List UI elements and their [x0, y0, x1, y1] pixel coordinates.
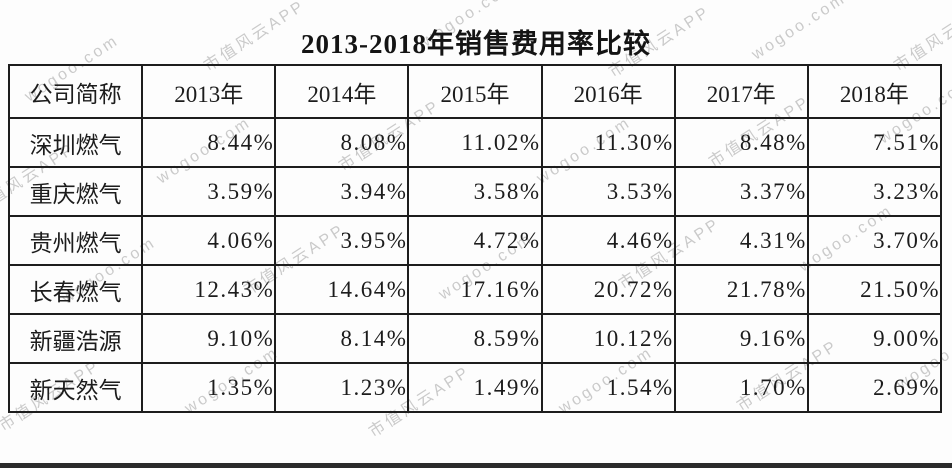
page-title: 2013-2018年销售费用率比较: [301, 29, 651, 59]
value-cell: 3.59%: [141, 166, 277, 217]
value-cell: 3.37%: [673, 166, 809, 217]
column-header-2018: 2018年: [806, 64, 943, 119]
value-cell: 8.14%: [274, 313, 410, 364]
value-cell: 2.69%: [806, 362, 943, 413]
column-header-2015: 2015年: [407, 64, 543, 119]
header-row: 公司简称 2013年 2014年 2015年 2016年 2017年 2018年: [7, 64, 943, 119]
value-cell: 3.70%: [806, 215, 943, 266]
value-cell: 4.46%: [540, 215, 676, 266]
value-cell: 3.94%: [274, 166, 410, 217]
value-cell: 3.58%: [407, 166, 543, 217]
column-header-2016: 2016年: [540, 64, 676, 119]
value-cell: 9.10%: [141, 313, 277, 364]
column-header-2013: 2013年: [141, 64, 277, 119]
value-cell: 3.53%: [540, 166, 676, 217]
value-cell: 8.48%: [673, 117, 809, 168]
company-name: 新天然气: [7, 362, 144, 413]
company-name: 长春燃气: [7, 264, 144, 315]
expense-ratio-table: 公司简称 2013年 2014年 2015年 2016年 2017年 2018年…: [7, 64, 943, 413]
table-row: 长春燃气 12.43% 14.64% 17.16% 20.72% 21.78% …: [7, 264, 943, 315]
value-cell: 7.51%: [806, 117, 943, 168]
value-cell: 10.12%: [540, 313, 676, 364]
value-cell: 3.95%: [274, 215, 410, 266]
value-cell: 11.30%: [540, 117, 676, 168]
value-cell: 20.72%: [540, 264, 676, 315]
company-name: 深圳燃气: [7, 117, 144, 168]
bottom-divider-bar: [0, 463, 952, 468]
value-cell: 3.23%: [806, 166, 943, 217]
company-name: 贵州燃气: [7, 215, 144, 266]
column-header-2014: 2014年: [274, 64, 410, 119]
value-cell: 8.08%: [274, 117, 410, 168]
column-header-2017: 2017年: [673, 64, 809, 119]
value-cell: 14.64%: [274, 264, 410, 315]
table-row: 新疆浩源 9.10% 8.14% 8.59% 10.12% 9.16% 9.00…: [7, 313, 943, 364]
table-row: 深圳燃气 8.44% 8.08% 11.02% 11.30% 8.48% 7.5…: [7, 117, 943, 168]
value-cell: 9.00%: [806, 313, 943, 364]
value-cell: 8.59%: [407, 313, 543, 364]
value-cell: 8.44%: [141, 117, 277, 168]
value-cell: 11.02%: [407, 117, 543, 168]
value-cell: 17.16%: [407, 264, 543, 315]
value-cell: 9.16%: [673, 313, 809, 364]
value-cell: 4.06%: [141, 215, 277, 266]
company-name: 重庆燃气: [7, 166, 144, 217]
table-row: 新天然气 1.35% 1.23% 1.49% 1.54% 1.70% 2.69%: [7, 362, 943, 413]
value-cell: 1.35%: [141, 362, 277, 413]
value-cell: 21.50%: [806, 264, 943, 315]
value-cell: 21.78%: [673, 264, 809, 315]
value-cell: 1.70%: [673, 362, 809, 413]
value-cell: 12.43%: [141, 264, 277, 315]
value-cell: 1.49%: [407, 362, 543, 413]
value-cell: 1.54%: [540, 362, 676, 413]
table-row: 贵州燃气 4.06% 3.95% 4.72% 4.46% 4.31% 3.70%: [7, 215, 943, 266]
value-cell: 4.72%: [407, 215, 543, 266]
company-name: 新疆浩源: [7, 313, 144, 364]
table-row: 重庆燃气 3.59% 3.94% 3.58% 3.53% 3.37% 3.23%: [7, 166, 943, 217]
value-cell: 4.31%: [673, 215, 809, 266]
value-cell: 1.23%: [274, 362, 410, 413]
column-header-company: 公司简称: [7, 64, 144, 119]
